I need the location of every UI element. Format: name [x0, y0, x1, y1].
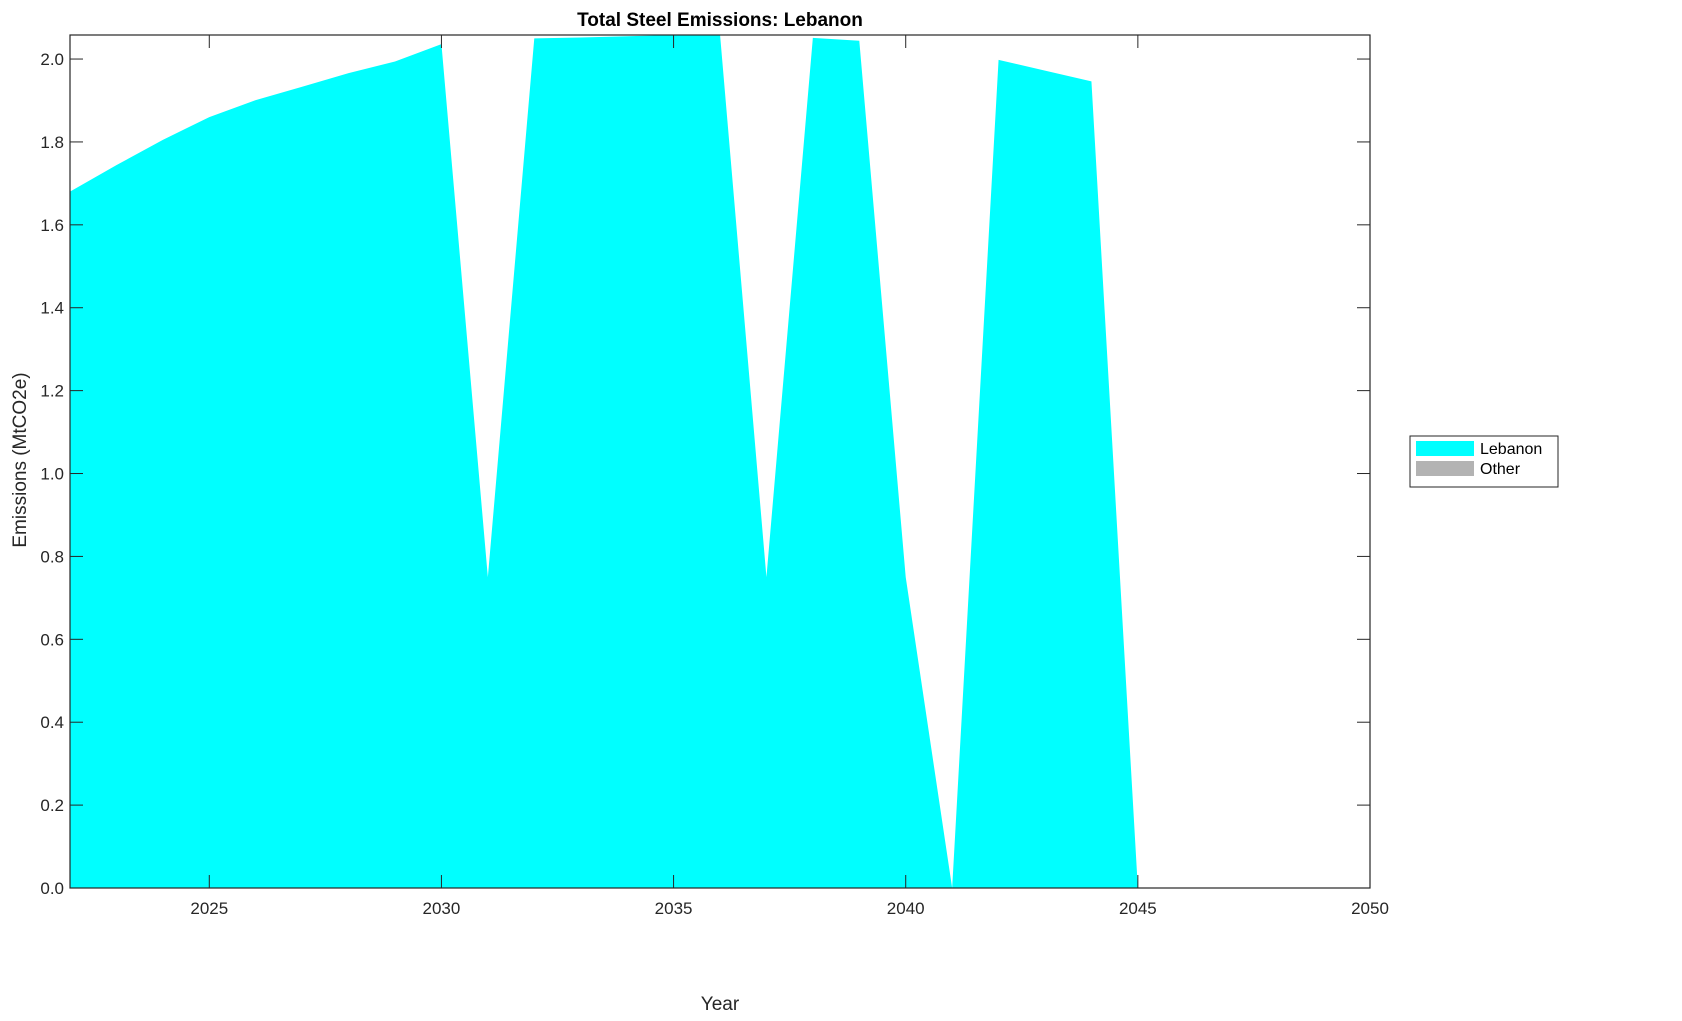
y-tick-label: 1.4 — [40, 299, 64, 318]
y-tick-label: 0.8 — [40, 547, 64, 566]
y-tick-label: 1.6 — [40, 216, 64, 235]
x-tick-label: 2050 — [1351, 899, 1389, 918]
y-tick-label: 1.8 — [40, 133, 64, 152]
y-tick-label: 2.0 — [40, 50, 64, 69]
plot-frame — [69, 34, 1371, 889]
x-tick-label: 2030 — [423, 899, 461, 918]
y-tick-label: 0.4 — [40, 713, 64, 732]
legend-swatch-lebanon — [1416, 441, 1474, 456]
x-tick-label: 2035 — [655, 899, 693, 918]
legend-label-other: Other — [1480, 461, 1521, 478]
y-axis-label: Emissions (MtCO2e) — [10, 372, 31, 547]
area-lebanon — [70, 35, 1370, 888]
y-tick-label: 1.0 — [40, 465, 64, 484]
y-tick-label: 0.2 — [40, 796, 64, 815]
y-tick-label: 0.0 — [40, 879, 64, 898]
y-tick-label: 0.6 — [40, 630, 64, 649]
legend: Lebanon Other — [1409, 435, 1559, 488]
legend-label-lebanon: Lebanon — [1480, 441, 1542, 458]
legend-swatch-other — [1416, 461, 1474, 476]
x-axis-label: Year — [701, 994, 740, 1015]
x-tick-label: 2025 — [190, 899, 228, 918]
y-tick-label: 1.2 — [40, 382, 64, 401]
x-tick-label: 2040 — [887, 899, 925, 918]
x-tick-label: 2045 — [1119, 899, 1157, 918]
chart-title: Total Steel Emissions: Lebanon — [577, 10, 863, 31]
